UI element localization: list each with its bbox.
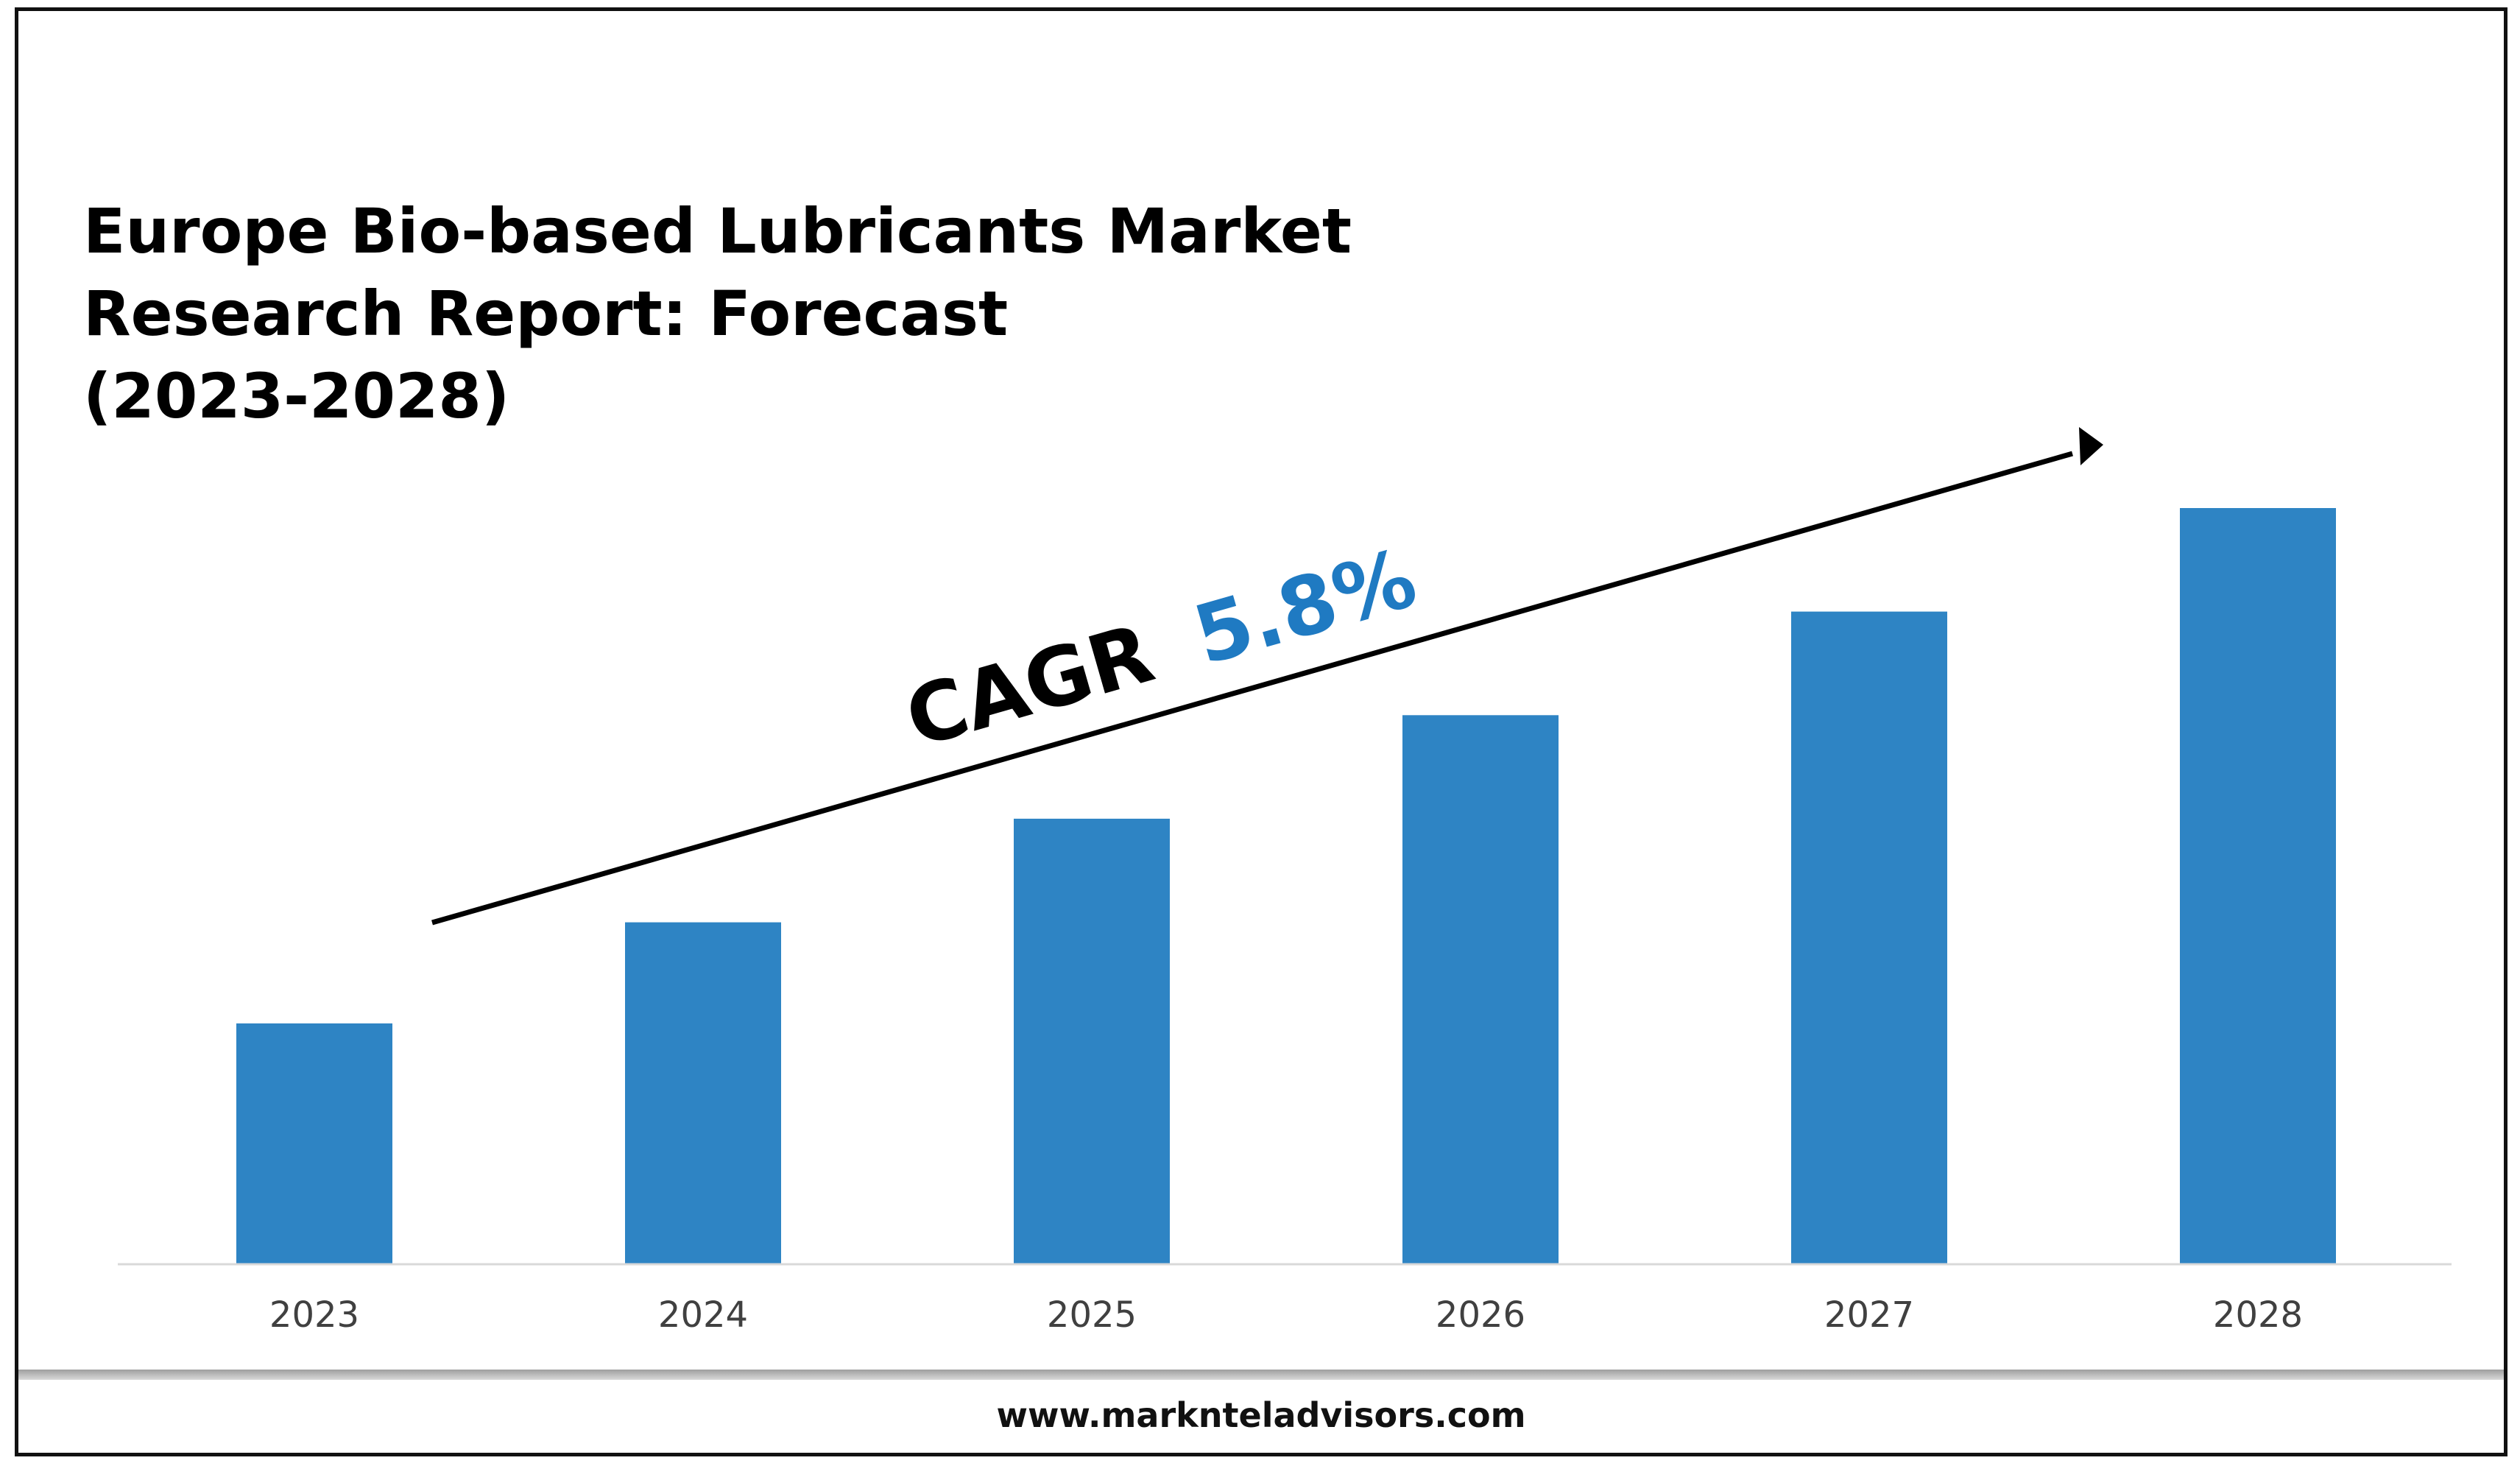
chart-title-line-3: (2023-2028) [83, 360, 510, 432]
chart-title: Europe Bio-based Lubricants Market Resea… [83, 190, 1408, 437]
bar-2023 [236, 1023, 392, 1264]
footer-divider [18, 1370, 2504, 1380]
bar-2027 [1791, 611, 1947, 1264]
cagr-value: 5.8% [1184, 531, 1426, 683]
bar-2024 [625, 922, 781, 1264]
cagr-arrow-shaft [431, 451, 2073, 926]
chart-title-line-1: Europe Bio-based Lubricants Market [83, 195, 1352, 267]
footer-website: www.marknteladvisors.com [996, 1395, 1526, 1435]
x-tick-labels: 2023 2024 2025 2026 2027 2028 [269, 1294, 2303, 1336]
x-tick-label-2028: 2028 [2213, 1294, 2303, 1336]
bar-2025 [1014, 818, 1170, 1264]
cagr-annotation: CAGR 5.8% [896, 531, 1426, 766]
cagr-arrow [431, 427, 2103, 926]
cagr-arrow-head [2079, 427, 2103, 465]
x-tick-label-2026: 2026 [1436, 1294, 1525, 1336]
x-tick-label-2024: 2024 [658, 1294, 748, 1336]
bars-group [236, 508, 2336, 1264]
x-tick-label-2027: 2027 [1824, 1294, 1914, 1336]
x-tick-label-2025: 2025 [1047, 1294, 1137, 1336]
x-tick-label-2023: 2023 [269, 1294, 359, 1336]
chart-title-line-2: Research Report: Forecast [83, 278, 1009, 350]
bar-2026 [1402, 715, 1559, 1264]
bar-2028 [2180, 508, 2336, 1264]
chart-frame [15, 7, 2507, 1456]
cagr-label: CAGR [896, 606, 1163, 766]
